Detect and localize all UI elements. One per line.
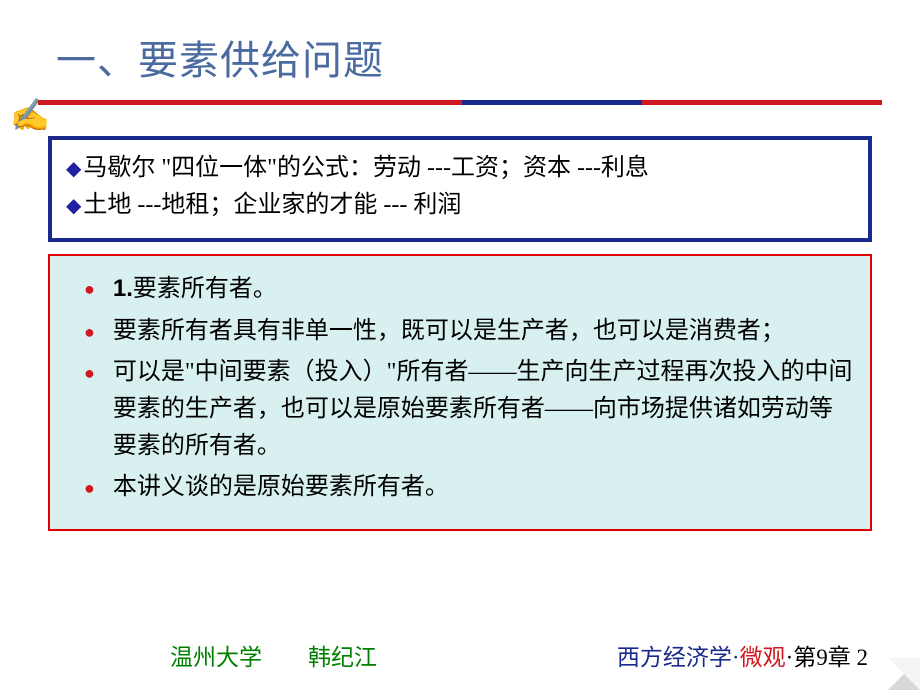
slide-container: ✍ 一、要素供给问题 ◆马歇尔 "四位一体"的公式：劳动 ---工资；资本 --… bbox=[0, 0, 920, 690]
item-text: 本讲义谈的是原始要素所有者。 bbox=[113, 469, 854, 506]
list-item: ● 本讲义谈的是原始要素所有者。 bbox=[66, 469, 854, 506]
footer-section: 微观 bbox=[740, 645, 786, 670]
blue-line-1: ◆马歇尔 "四位一体"的公式：劳动 ---工资；资本 ---利息 bbox=[66, 150, 854, 187]
divider bbox=[38, 100, 882, 108]
item-text: 1.要素所有者。 bbox=[113, 270, 854, 308]
list-item: ● 要素所有者具有非单一性，既可以是生产者，也可以是消费者； bbox=[66, 313, 854, 350]
footer-course: 西方经济学 bbox=[617, 645, 732, 670]
diamond-icon: ◆ bbox=[66, 158, 81, 180]
divider-red bbox=[38, 100, 882, 105]
bullet-icon: ● bbox=[84, 475, 95, 503]
divider-blue bbox=[462, 100, 642, 105]
footer-dot: · bbox=[732, 645, 740, 670]
list-item: ● 可以是"中间要素（投入）"所有者——生产向生产过程再次投入的中间要素的生产者… bbox=[66, 354, 854, 466]
corner-fold-icon bbox=[888, 658, 920, 690]
item-body: 要素所有者。 bbox=[133, 276, 277, 302]
item-text: 要素所有者具有非单一性，既可以是生产者，也可以是消费者； bbox=[113, 313, 854, 350]
blue-box: ◆马歇尔 "四位一体"的公式：劳动 ---工资；资本 ---利息 ◆土地 ---… bbox=[48, 136, 872, 242]
blue-text-1: 马歇尔 "四位一体"的公式：劳动 ---工资；资本 ---利息 bbox=[83, 155, 649, 181]
red-list: ● 1.要素所有者。 ● 要素所有者具有非单一性，既可以是生产者，也可以是消费者… bbox=[66, 270, 854, 506]
list-item: ● 1.要素所有者。 bbox=[66, 270, 854, 308]
footer-left: 温州大学 韩纪江 bbox=[170, 638, 377, 672]
blue-line-2: ◆土地 ---地租；企业家的才能 --- 利润 bbox=[66, 187, 854, 224]
bullet-icon: ● bbox=[84, 319, 95, 347]
diamond-icon: ◆ bbox=[66, 195, 81, 217]
item-text: 可以是"中间要素（投入）"所有者——生产向生产过程再次投入的中间要素的生产者，也… bbox=[113, 354, 854, 466]
footer-right: 西方经济学·微观·第9章 2 bbox=[617, 638, 868, 672]
slide-title: 一、要素供给问题 bbox=[56, 28, 384, 86]
blue-text-2: 土地 ---地租；企业家的才能 --- 利润 bbox=[83, 192, 461, 218]
red-box: ● 1.要素所有者。 ● 要素所有者具有非单一性，既可以是生产者，也可以是消费者… bbox=[48, 254, 872, 530]
footer-page: 第9章 2 bbox=[793, 645, 868, 670]
title-row: 一、要素供给问题 bbox=[48, 28, 872, 86]
bullet-icon: ● bbox=[84, 276, 95, 304]
bullet-icon: ● bbox=[84, 360, 95, 388]
bold-num: 1. bbox=[113, 275, 133, 302]
